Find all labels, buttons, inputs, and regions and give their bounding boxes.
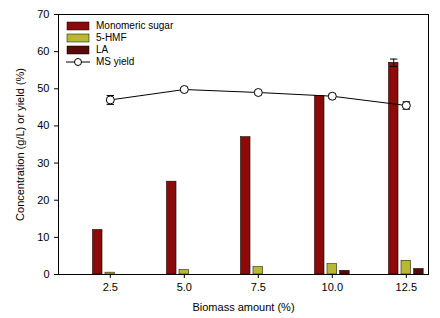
svg-text:70: 70 <box>37 8 49 20</box>
html-text:LA: LA <box>96 44 109 55</box>
html-text:Monomeric sugar: Monomeric sugar <box>96 20 174 31</box>
svg-text:Concentration (g/L) or yield (: Concentration (g/L) or yield (%) <box>14 68 26 221</box>
svg-text:Biomass amount (%): Biomass amount (%) <box>192 301 294 313</box>
svg-text:12.5: 12.5 <box>396 281 417 293</box>
svg-text:2.5: 2.5 <box>103 281 118 293</box>
svg-text:7.5: 7.5 <box>251 281 266 293</box>
svg-text:40: 40 <box>37 119 49 131</box>
html-text:5-HMF: 5-HMF <box>96 32 127 43</box>
svg-text:20: 20 <box>37 194 49 206</box>
svg-text:0: 0 <box>43 268 49 280</box>
svg-text:10: 10 <box>37 231 49 243</box>
svg-text:30: 30 <box>37 157 49 169</box>
svg-text:60: 60 <box>37 45 49 57</box>
html-text:MS yield: MS yield <box>96 56 135 67</box>
svg-text:50: 50 <box>37 82 49 94</box>
svg-text:5.0: 5.0 <box>177 281 192 293</box>
svg-text:10.0: 10.0 <box>322 281 343 293</box>
